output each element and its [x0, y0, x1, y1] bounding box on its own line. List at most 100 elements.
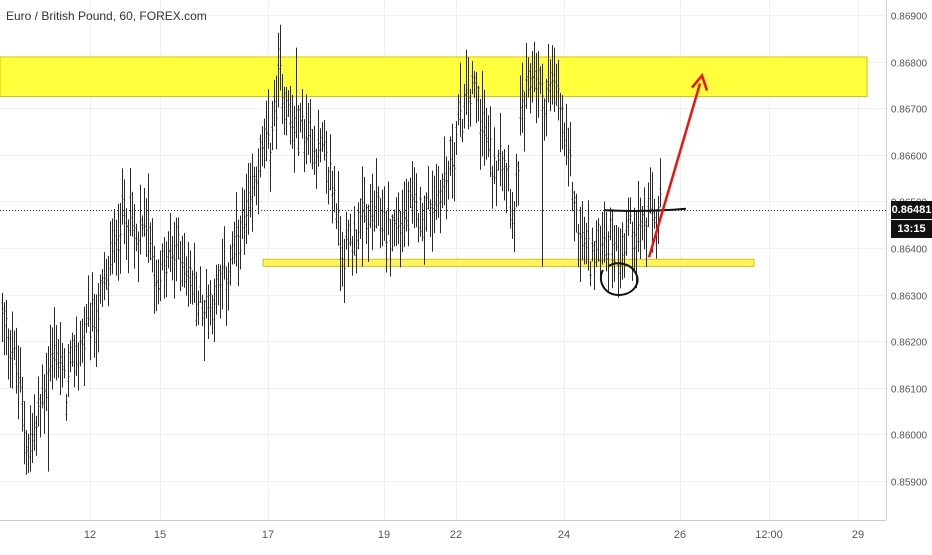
bar-countdown-tag: 13:15: [891, 220, 932, 238]
candle: [529, 63, 532, 114]
price-tick-label: 0.86400: [891, 245, 928, 256]
candle: [109, 221, 112, 276]
candle: [11, 311, 14, 389]
time-tick-label: 15: [154, 529, 166, 541]
candle: [465, 49, 468, 115]
candle: [25, 429, 28, 475]
candle: [409, 177, 412, 209]
candle: [297, 104, 300, 157]
candle: [251, 153, 254, 232]
candle: [83, 306, 86, 387]
candle: [651, 172, 654, 253]
candle: [315, 148, 318, 189]
candle: [597, 218, 600, 262]
candle: [53, 307, 56, 379]
candle: [115, 219, 118, 276]
candle: [423, 195, 426, 265]
candle: [175, 217, 178, 282]
candle: [643, 187, 646, 250]
candle: [285, 86, 288, 136]
candle: [223, 226, 226, 280]
target-arrow-head: [691, 73, 709, 91]
candle: [77, 342, 80, 391]
candle: [1, 292, 4, 343]
candle: [545, 78, 548, 137]
candle: [19, 347, 22, 393]
time-tick-label: 12: [84, 529, 96, 541]
candle: [613, 224, 616, 282]
candle: [559, 92, 562, 153]
candle: [299, 102, 302, 133]
candle: [181, 235, 184, 287]
candle: [439, 179, 442, 234]
price-tick-label: 0.86600: [891, 152, 928, 163]
candle: [447, 160, 450, 200]
candle: [43, 374, 46, 434]
candle: [157, 259, 160, 305]
candle: [149, 222, 152, 261]
candle: [81, 318, 84, 363]
candle: [121, 168, 124, 225]
candle: [9, 330, 12, 388]
candle: [345, 211, 348, 250]
candle: [407, 181, 410, 247]
candle: [547, 43, 550, 103]
candles: [1, 24, 662, 475]
candle: [283, 86, 286, 135]
candle: [503, 149, 506, 201]
candle: [343, 238, 346, 304]
candle: [427, 166, 430, 210]
candle: [305, 94, 308, 165]
candle: [445, 156, 448, 220]
candle: [17, 345, 20, 420]
candle: [131, 191, 134, 237]
candle: [39, 393, 42, 438]
candle: [307, 102, 310, 155]
candle: [627, 197, 630, 236]
candle: [451, 123, 454, 199]
candle: [183, 232, 186, 288]
candle: [237, 219, 240, 287]
candle: [341, 232, 344, 287]
candle: [287, 90, 290, 117]
candle: [137, 231, 140, 283]
candle: [67, 343, 70, 398]
candle: [167, 231, 170, 269]
candle: [367, 204, 370, 263]
candle: [411, 161, 414, 224]
candle: [385, 210, 388, 273]
candle: [359, 198, 362, 239]
candle: [333, 165, 336, 213]
candle: [41, 364, 44, 409]
candle: [375, 158, 378, 229]
candle: [549, 59, 552, 112]
candle: [497, 149, 500, 171]
candle: [381, 189, 384, 247]
candle: [209, 280, 212, 326]
candle: [215, 264, 218, 315]
circle-drawing: [599, 262, 639, 297]
candle: [363, 176, 366, 223]
candle: [645, 217, 648, 268]
candle: [403, 181, 406, 248]
candle: [569, 122, 572, 177]
candle: [325, 130, 328, 194]
candle: [279, 24, 282, 91]
candle: [59, 321, 62, 396]
candle: [621, 222, 624, 280]
candle: [429, 199, 432, 238]
candle: [463, 83, 466, 129]
candle: [513, 201, 516, 253]
candle: [129, 168, 132, 237]
candle: [93, 293, 96, 358]
candle: [637, 180, 640, 253]
candle: [235, 191, 238, 267]
candle: [467, 57, 470, 130]
candle: [575, 193, 578, 233]
candle: [313, 125, 316, 176]
candle: [507, 144, 510, 192]
candle: [153, 245, 156, 314]
candle: [459, 62, 462, 137]
candle: [499, 112, 502, 187]
